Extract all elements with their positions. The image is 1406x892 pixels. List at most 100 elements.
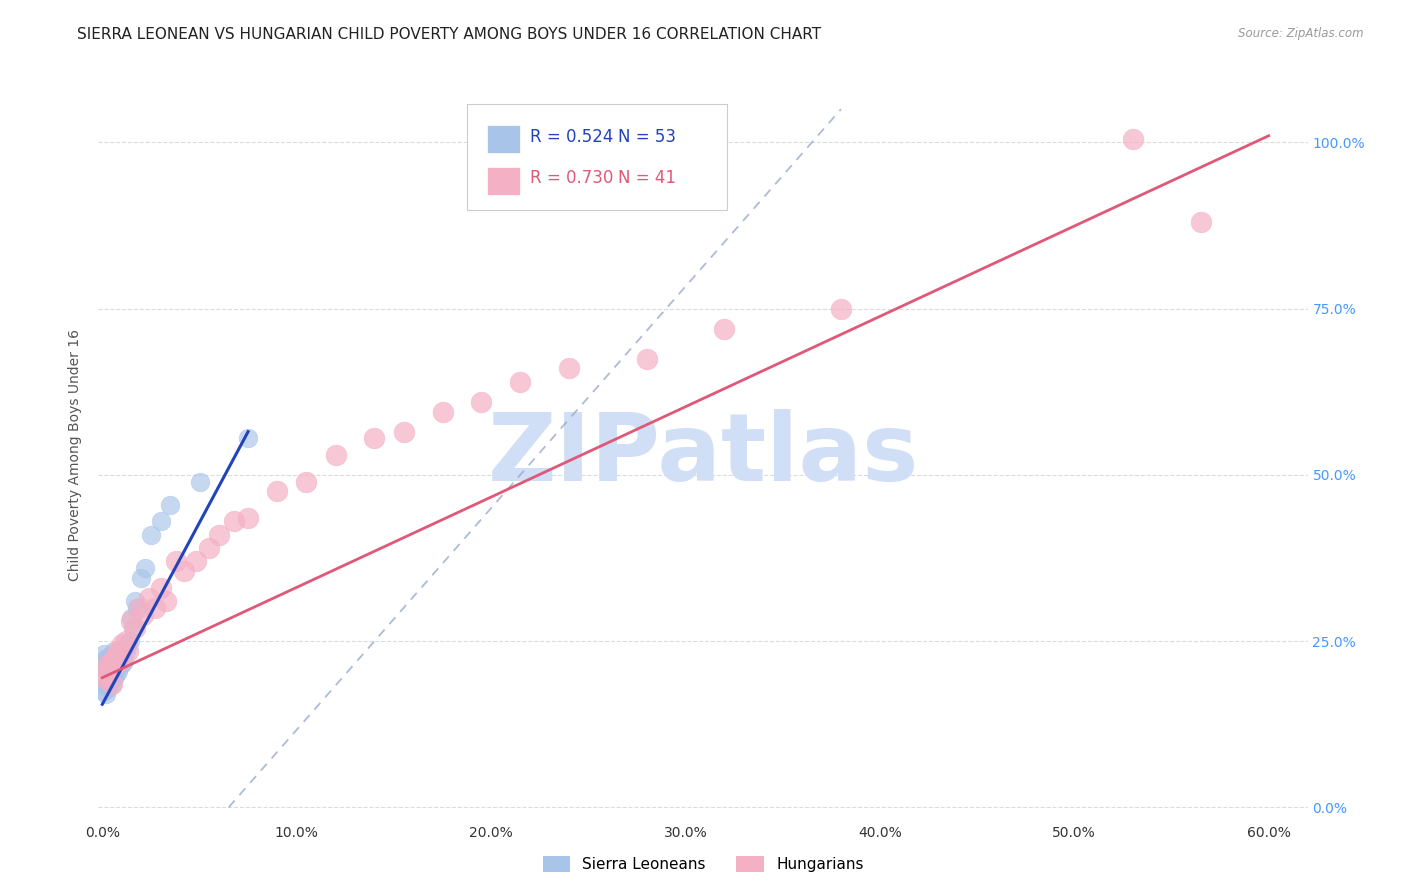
Point [236, 511, 259, 525]
Point [295, 475, 318, 489]
Legend: Sierra Leoneans, Hungarians: Sierra Leoneans, Hungarians [534, 848, 872, 880]
Point [325, 448, 347, 462]
Point [173, 564, 195, 578]
Point [117, 637, 139, 651]
Point [636, 351, 658, 366]
Point [184, 554, 207, 568]
Point [1189, 215, 1212, 229]
Point [134, 561, 156, 575]
Point [114, 634, 136, 648]
Point [101, 677, 124, 691]
Point [96, 650, 118, 665]
Point [104, 667, 127, 681]
Text: Source: ZipAtlas.com: Source: ZipAtlas.com [1239, 27, 1364, 40]
Point [96, 661, 118, 675]
FancyBboxPatch shape [486, 125, 520, 153]
Point [103, 671, 125, 685]
Point [122, 621, 145, 635]
FancyBboxPatch shape [486, 167, 520, 194]
Point [103, 664, 125, 678]
Point [97, 681, 120, 695]
Point [121, 611, 143, 625]
Point [143, 600, 166, 615]
Point [96, 667, 118, 681]
Point [108, 657, 131, 672]
Point [432, 405, 454, 419]
Point [101, 671, 124, 685]
Point [97, 677, 120, 691]
Text: R = 0.524: R = 0.524 [530, 128, 613, 145]
Point [558, 361, 581, 376]
Point [103, 650, 125, 665]
Point [104, 657, 127, 672]
Point [138, 591, 160, 605]
Point [107, 644, 129, 658]
Point [112, 644, 135, 658]
Point [101, 648, 124, 662]
Point [188, 475, 211, 489]
Point [103, 644, 125, 658]
Point [98, 667, 121, 681]
Point [155, 594, 177, 608]
Point [93, 671, 115, 685]
Point [198, 541, 221, 555]
Point [208, 527, 231, 541]
Point [266, 484, 288, 499]
Point [93, 648, 115, 662]
Point [392, 425, 415, 439]
Point [139, 527, 162, 541]
Point [93, 673, 115, 688]
Point [224, 515, 246, 529]
Text: ZIPatlas: ZIPatlas [488, 409, 918, 501]
Point [149, 581, 172, 595]
Point [713, 321, 735, 335]
Point [93, 684, 115, 698]
Point [149, 515, 172, 529]
Point [101, 677, 124, 691]
Point [121, 614, 143, 628]
Point [107, 654, 129, 668]
Point [117, 644, 139, 658]
Point [96, 677, 118, 691]
Point [108, 650, 131, 665]
Point [124, 621, 146, 635]
Point [93, 654, 115, 668]
Point [96, 687, 118, 701]
Point [97, 661, 120, 675]
Point [127, 600, 149, 615]
Point [129, 571, 152, 585]
Point [111, 648, 134, 662]
Point [107, 664, 129, 678]
Point [111, 657, 134, 672]
Point [98, 650, 121, 665]
Point [98, 657, 121, 672]
Point [104, 657, 127, 672]
Point [97, 657, 120, 672]
Point [830, 301, 852, 316]
Point [108, 654, 131, 668]
Point [96, 657, 118, 672]
Point [165, 554, 187, 568]
Point [114, 644, 136, 658]
Text: N = 41: N = 41 [619, 169, 676, 187]
Point [509, 375, 531, 389]
Point [118, 634, 141, 648]
Point [159, 498, 181, 512]
Point [104, 650, 127, 665]
Point [101, 657, 124, 672]
Point [97, 654, 120, 668]
Point [98, 657, 121, 672]
Text: N = 53: N = 53 [619, 128, 676, 145]
Text: R = 0.730: R = 0.730 [530, 169, 613, 187]
FancyBboxPatch shape [467, 103, 727, 210]
Point [1122, 132, 1144, 146]
Point [128, 600, 150, 615]
Point [97, 667, 120, 681]
Point [124, 594, 146, 608]
Point [93, 667, 115, 681]
Point [470, 394, 492, 409]
Point [112, 654, 135, 668]
Point [236, 431, 259, 445]
Point [132, 607, 155, 622]
Point [96, 671, 118, 685]
